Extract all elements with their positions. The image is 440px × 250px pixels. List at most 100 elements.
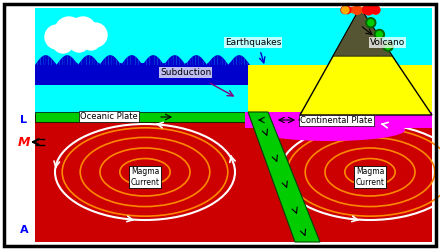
Bar: [35, 8, 432, 115]
Polygon shape: [133, 55, 136, 65]
Polygon shape: [119, 63, 122, 65]
Circle shape: [353, 6, 361, 15]
Polygon shape: [35, 61, 38, 65]
Polygon shape: [206, 62, 209, 65]
Polygon shape: [125, 57, 128, 65]
Text: Magma
Current: Magma Current: [356, 167, 385, 187]
Polygon shape: [117, 59, 119, 65]
Polygon shape: [174, 55, 176, 65]
Circle shape: [361, 7, 367, 13]
Polygon shape: [111, 55, 114, 65]
Polygon shape: [160, 60, 163, 65]
Polygon shape: [59, 58, 62, 65]
Polygon shape: [89, 55, 92, 65]
Polygon shape: [54, 62, 57, 65]
Polygon shape: [169, 56, 171, 65]
Polygon shape: [163, 63, 165, 65]
Text: Magma
Current: Magma Current: [131, 167, 160, 187]
Polygon shape: [68, 55, 70, 65]
Polygon shape: [122, 60, 125, 65]
Polygon shape: [141, 63, 144, 65]
Polygon shape: [139, 60, 141, 65]
Circle shape: [373, 7, 379, 13]
Polygon shape: [190, 56, 193, 65]
Polygon shape: [212, 56, 215, 65]
Polygon shape: [38, 58, 40, 65]
Polygon shape: [201, 57, 204, 65]
Polygon shape: [185, 62, 187, 65]
Circle shape: [341, 7, 348, 13]
Circle shape: [53, 33, 73, 53]
Polygon shape: [73, 58, 76, 65]
Polygon shape: [40, 56, 43, 65]
Polygon shape: [76, 62, 79, 65]
Polygon shape: [109, 55, 111, 65]
Polygon shape: [182, 60, 185, 65]
Circle shape: [82, 32, 100, 50]
Circle shape: [342, 6, 349, 14]
Polygon shape: [195, 55, 198, 65]
Circle shape: [356, 7, 361, 13]
Text: A: A: [20, 225, 29, 235]
Polygon shape: [136, 56, 139, 65]
Polygon shape: [46, 55, 48, 65]
Circle shape: [369, 7, 375, 13]
Polygon shape: [236, 55, 239, 65]
Polygon shape: [106, 55, 109, 65]
Polygon shape: [228, 62, 231, 65]
Circle shape: [362, 6, 369, 14]
Polygon shape: [51, 58, 54, 65]
Circle shape: [370, 7, 377, 13]
Circle shape: [368, 20, 374, 26]
Polygon shape: [100, 60, 103, 65]
Circle shape: [385, 43, 391, 49]
Polygon shape: [204, 60, 206, 65]
Polygon shape: [95, 59, 98, 65]
Bar: [245, 112, 432, 128]
Polygon shape: [48, 56, 51, 65]
Polygon shape: [248, 112, 320, 242]
Text: Continental Plate: Continental Plate: [300, 116, 373, 125]
Polygon shape: [220, 56, 223, 65]
Polygon shape: [87, 55, 89, 65]
Polygon shape: [114, 56, 117, 65]
Polygon shape: [300, 8, 432, 115]
Polygon shape: [79, 60, 81, 65]
Polygon shape: [155, 55, 158, 65]
Circle shape: [69, 32, 89, 52]
Polygon shape: [245, 58, 247, 65]
Polygon shape: [144, 60, 147, 65]
Polygon shape: [84, 56, 87, 65]
Circle shape: [377, 32, 382, 38]
Polygon shape: [198, 56, 201, 65]
Polygon shape: [65, 55, 68, 65]
Circle shape: [383, 41, 393, 51]
Circle shape: [341, 6, 348, 14]
Circle shape: [344, 6, 351, 14]
Polygon shape: [165, 59, 169, 65]
Circle shape: [363, 8, 369, 12]
Polygon shape: [217, 55, 220, 65]
Bar: [35, 115, 432, 242]
Polygon shape: [179, 57, 182, 65]
Circle shape: [55, 17, 83, 45]
Bar: [248, 65, 432, 115]
Circle shape: [371, 6, 380, 14]
Text: Oceanic Plate: Oceanic Plate: [80, 112, 138, 121]
Circle shape: [366, 18, 376, 28]
Circle shape: [45, 25, 69, 49]
Circle shape: [70, 17, 96, 43]
Circle shape: [363, 5, 374, 15]
Polygon shape: [62, 56, 65, 65]
Bar: [35, 65, 250, 85]
Text: L: L: [20, 115, 27, 125]
Polygon shape: [171, 55, 174, 65]
Polygon shape: [149, 55, 152, 65]
Polygon shape: [57, 61, 59, 65]
Circle shape: [83, 23, 107, 47]
Polygon shape: [234, 56, 236, 65]
Polygon shape: [103, 57, 106, 65]
Polygon shape: [98, 62, 100, 65]
Polygon shape: [128, 55, 130, 65]
Polygon shape: [231, 58, 234, 65]
